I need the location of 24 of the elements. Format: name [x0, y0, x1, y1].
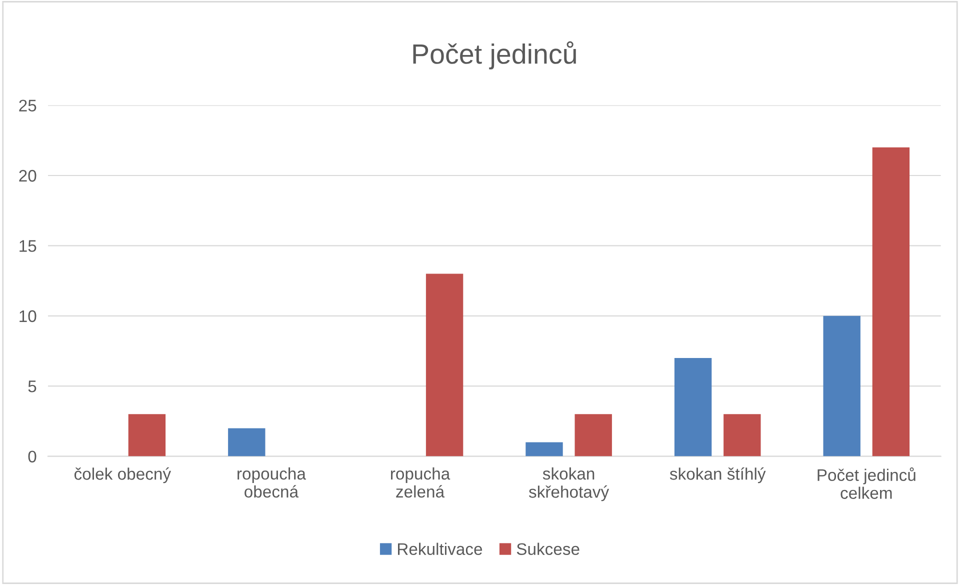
bar [674, 358, 712, 456]
bar [872, 147, 910, 456]
chart-title: Počet jedinců [413, 41, 576, 70]
bar [574, 414, 612, 456]
bar [128, 414, 166, 456]
legend-label: Sukcese [516, 542, 580, 556]
y-tick-label: 5 [28, 380, 36, 392]
legend-label: Rekultivace [398, 542, 482, 556]
y-tick-label: 0 [28, 450, 36, 463]
y-tick-label: 10 [20, 310, 36, 322]
bar [426, 274, 464, 456]
x-tick-label: ropoucha obecná [238, 467, 306, 498]
x-tick-label: skokan skřehotavý [528, 467, 610, 502]
y-tick-label: 15 [20, 240, 36, 252]
bar [526, 442, 563, 456]
x-tick-label: Počet jedinců celkem [818, 467, 916, 499]
bar [228, 428, 266, 456]
x-tick-label: čolek obecný [74, 467, 172, 484]
y-tick-label: 25 [19, 100, 36, 112]
bar [724, 414, 761, 456]
x-tick-label: ropucha zelená [390, 467, 450, 498]
bar [823, 316, 860, 456]
y-tick-label: 20 [19, 170, 36, 182]
x-tick-label: skokan štíhlý [670, 467, 766, 484]
